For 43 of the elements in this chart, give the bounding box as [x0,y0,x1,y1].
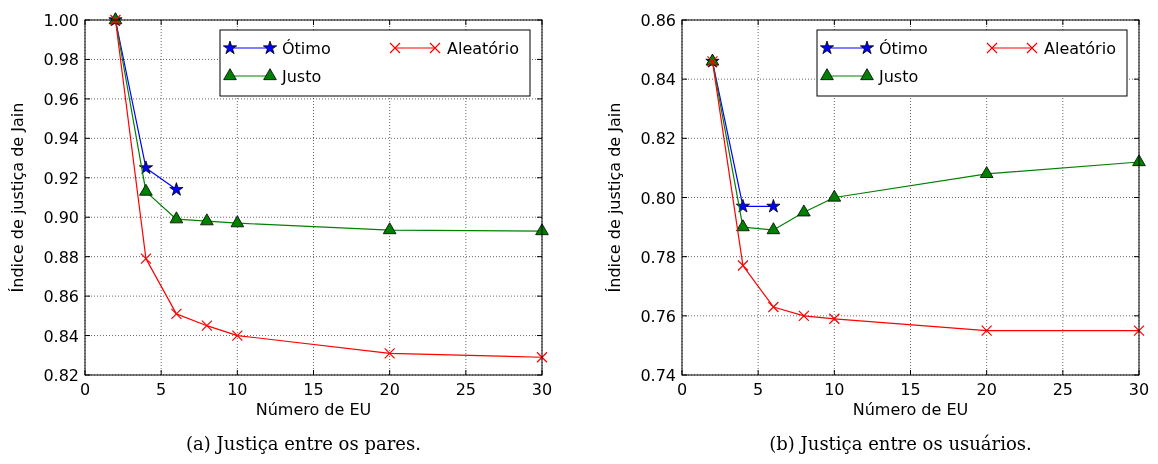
y-tick-label: 0.84 [43,326,79,346]
x-tick-label: 0 [676,380,688,399]
y-tick-label: 0.86 [640,11,676,30]
x-tick-label: 15 [900,380,921,399]
y-tick-label: 0.94 [43,129,79,149]
x-tick-label: 30 [1128,380,1150,399]
y-tick-label: 0.78 [640,247,676,267]
y-tick-label: 0.82 [640,129,676,149]
x-tick-label: 30 [531,380,553,399]
x-tick-label: 5 [753,380,764,399]
y-tick-label: 0.74 [640,366,676,385]
x-tick-label: 10 [227,380,248,399]
legend-label: Ótimo [879,39,928,58]
y-tick-label: 1.00 [43,11,79,30]
legend-label: Aleatório [1044,39,1116,58]
x-axis-title: Número de EU [852,400,969,419]
y-tick-label: 0.88 [43,247,79,267]
y-tick-label: 0.96 [43,89,79,109]
legend-label: Justo [281,67,322,86]
x-axis-title: Número de EU [255,400,372,419]
x-tick-label: 15 [303,380,324,399]
text: (a) Justiça entre os pares. [186,433,421,454]
y-tick-label: 0.82 [43,366,79,385]
y-axis-title: Índice de justiça de Jain [8,102,27,293]
legend-label: Ótimo [282,39,331,58]
x-tick-label: 10 [824,380,845,399]
y-tick-label: 0.76 [640,306,676,326]
y-tick-label: 0.84 [640,70,676,90]
legend-label: Aleatório [447,39,519,58]
y-tick-label: 0.92 [43,168,79,188]
y-tick-label: 0.86 [43,287,79,307]
x-tick-label: 20 [976,380,997,399]
y-tick-label: 0.98 [43,50,79,70]
x-tick-label: 25 [1052,380,1074,399]
y-tick-label: 0.80 [640,188,676,208]
x-tick-label: 25 [455,380,477,399]
x-tick-label: 0 [79,380,91,399]
y-axis-title: Índice de justiça de Jain [605,102,624,293]
legend-label: Justo [878,67,919,86]
text: (b) Justiça entre os usuários. [769,433,1032,454]
x-tick-label: 5 [156,380,167,399]
y-tick-label: 0.90 [43,208,79,228]
x-tick-label: 20 [379,380,400,399]
